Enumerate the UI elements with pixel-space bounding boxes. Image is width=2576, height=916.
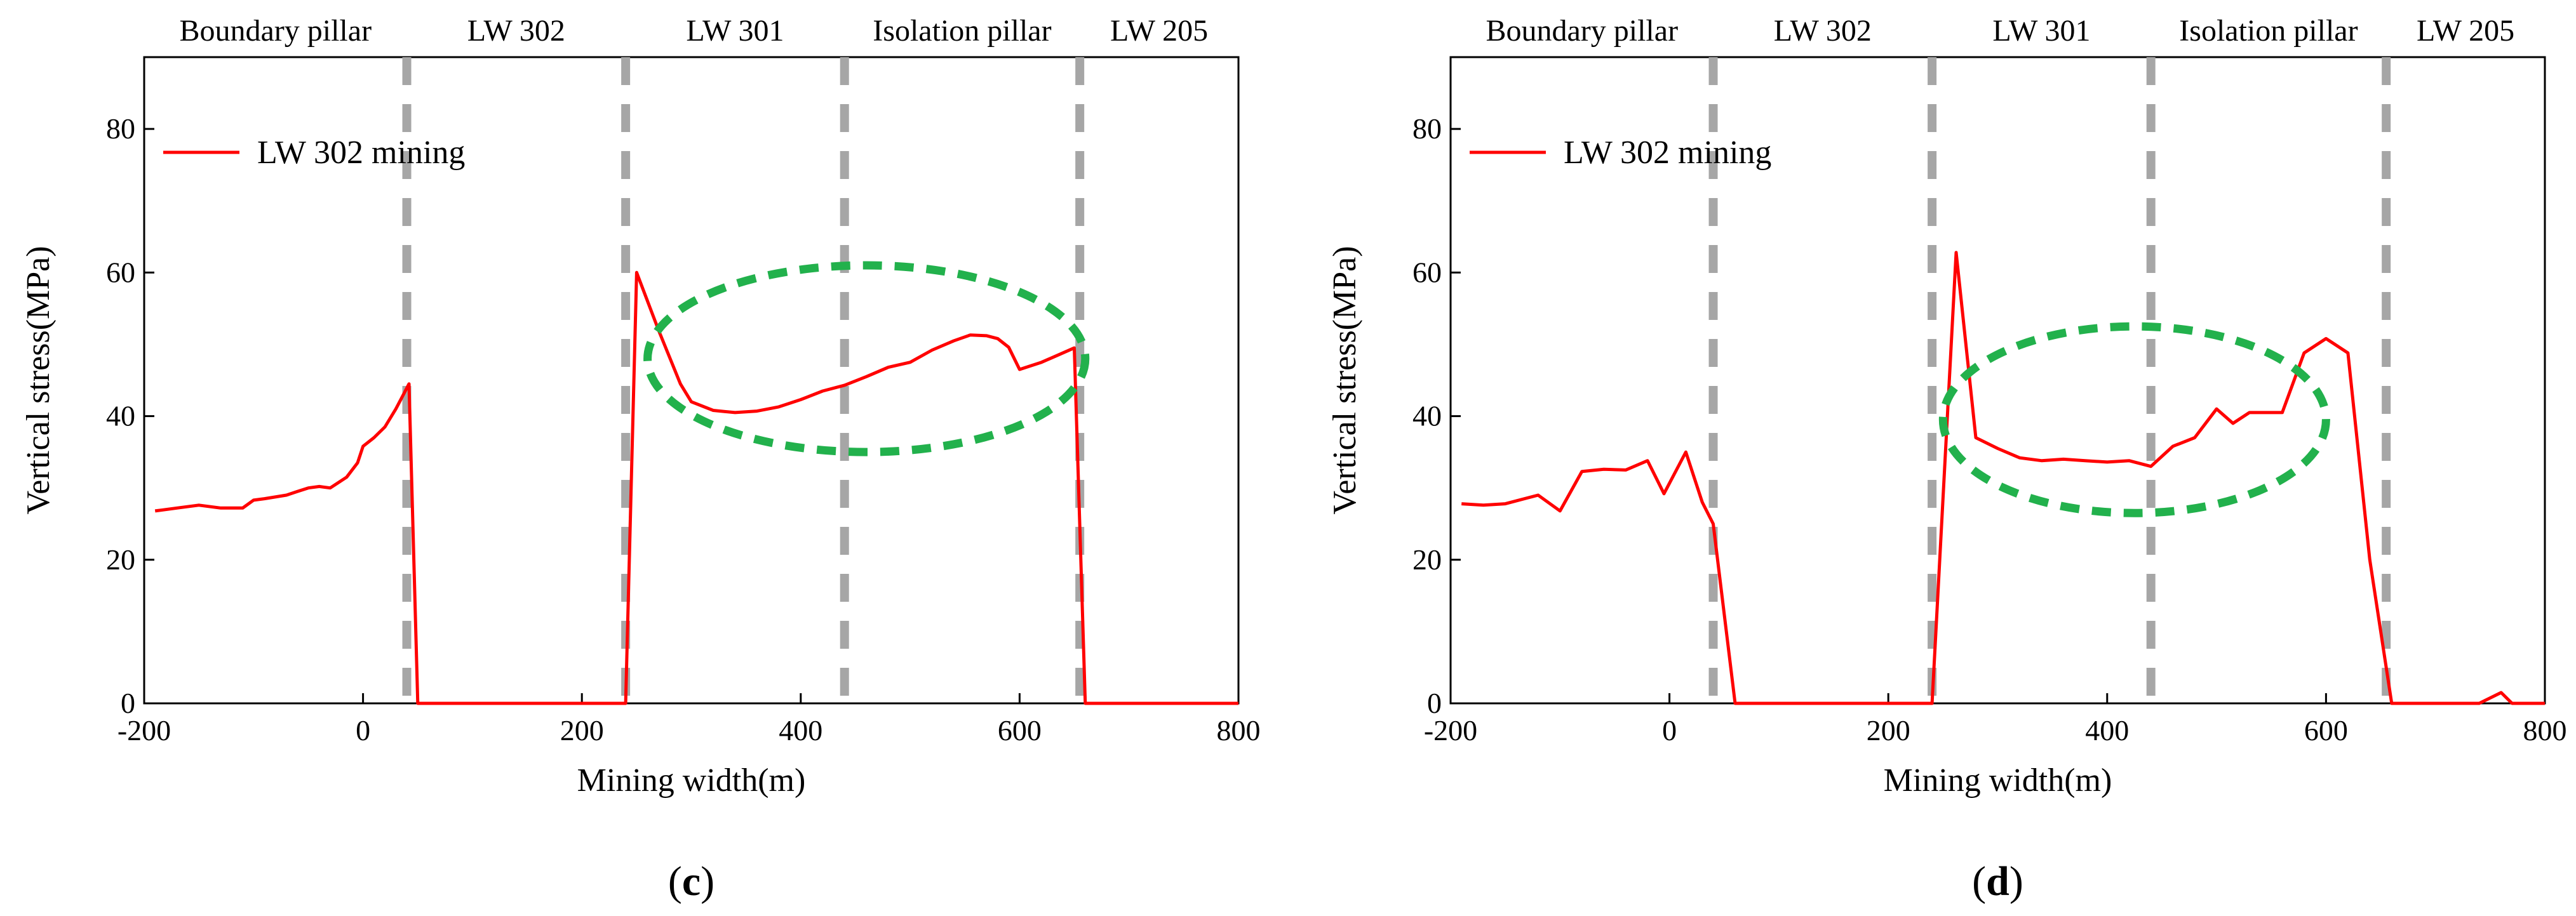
x-tick-label: 600 (998, 714, 1042, 747)
x-tick-label: 800 (1217, 714, 1261, 747)
zone-label-boundary-pillar: Boundary pillar (179, 14, 372, 48)
y-tick-label: 20 (106, 543, 135, 576)
legend-entry-label: LW 302 mining (1564, 135, 1771, 171)
legend: LW 302 mining (1470, 135, 1771, 171)
y-tick-label: 60 (106, 256, 135, 288)
y-tick-label: 0 (121, 687, 135, 719)
chart-panel-c: Boundary pillar LW 302 LW 301 Isolation … (20, 14, 1261, 905)
x-tick-label: 400 (2085, 714, 2129, 747)
y-tick-label: 0 (1427, 687, 1442, 719)
y-tick-label: 20 (1412, 543, 1442, 576)
zone-label-lw302: LW 302 (467, 14, 565, 48)
y-tick-label: 60 (1412, 256, 1442, 288)
panel-caption-d: (d) (1972, 858, 2023, 905)
zone-label-lw301: LW 301 (1992, 14, 2090, 48)
x-axis-label: Mining width(m) (1884, 762, 2112, 799)
zone-label-lw301: LW 301 (686, 14, 784, 48)
x-axis-label: Mining width(m) (577, 762, 806, 799)
highlight-ellipse (1938, 322, 2330, 517)
zone-label-lw205: LW 205 (2417, 14, 2514, 48)
panel-letter: c (682, 858, 701, 905)
y-tick-label: 80 (1412, 112, 1442, 145)
zone-label-lw205: LW 205 (1110, 14, 1208, 48)
y-tick-label: 40 (1412, 400, 1442, 432)
legend-entry-label: LW 302 mining (257, 135, 465, 171)
x-tick-label: -200 (1424, 714, 1477, 747)
zone-label-boundary-pillar: Boundary pillar (1486, 14, 1678, 48)
zone-labels: Boundary pillar LW 302 LW 301 Isolation … (179, 14, 1208, 48)
legend: LW 302 mining (163, 135, 465, 171)
series-line-lw302-mining (154, 270, 1238, 705)
zone-label-isolation-pillar: Isolation pillar (873, 14, 1051, 48)
panel-letter: d (1986, 858, 2009, 905)
series-line-lw302-mining (1461, 251, 2545, 705)
x-tick-label: 0 (1662, 714, 1677, 747)
x-tick-label: 0 (356, 714, 370, 747)
y-axis-label: Vertical stress(MPa) (20, 246, 57, 514)
x-tick-label: -200 (117, 714, 171, 747)
y-axis-label: Vertical stress(MPa) (1327, 246, 1363, 514)
x-tick-label: 400 (779, 714, 822, 747)
zone-label-isolation-pillar: Isolation pillar (2179, 14, 2358, 48)
zone-labels: Boundary pillar LW 302 LW 301 Isolation … (1486, 14, 2514, 48)
x-tick-label: 200 (1867, 714, 1910, 747)
zone-label-lw302: LW 302 (1774, 14, 1872, 48)
plot-area-frame (1449, 56, 2546, 705)
x-tick-label: 200 (560, 714, 604, 747)
plot-area-frame (143, 56, 1240, 705)
x-tick-label: 800 (2523, 714, 2567, 747)
panel-caption-c: (c) (668, 858, 714, 905)
chart-panel-d: Boundary pillar LW 302 LW 301 Isolation … (1327, 14, 2567, 905)
y-tick-label: 80 (106, 112, 135, 145)
y-tick-label: 40 (106, 400, 135, 432)
highlight-ellipse (643, 261, 1090, 456)
x-tick-label: 600 (2304, 714, 2348, 747)
